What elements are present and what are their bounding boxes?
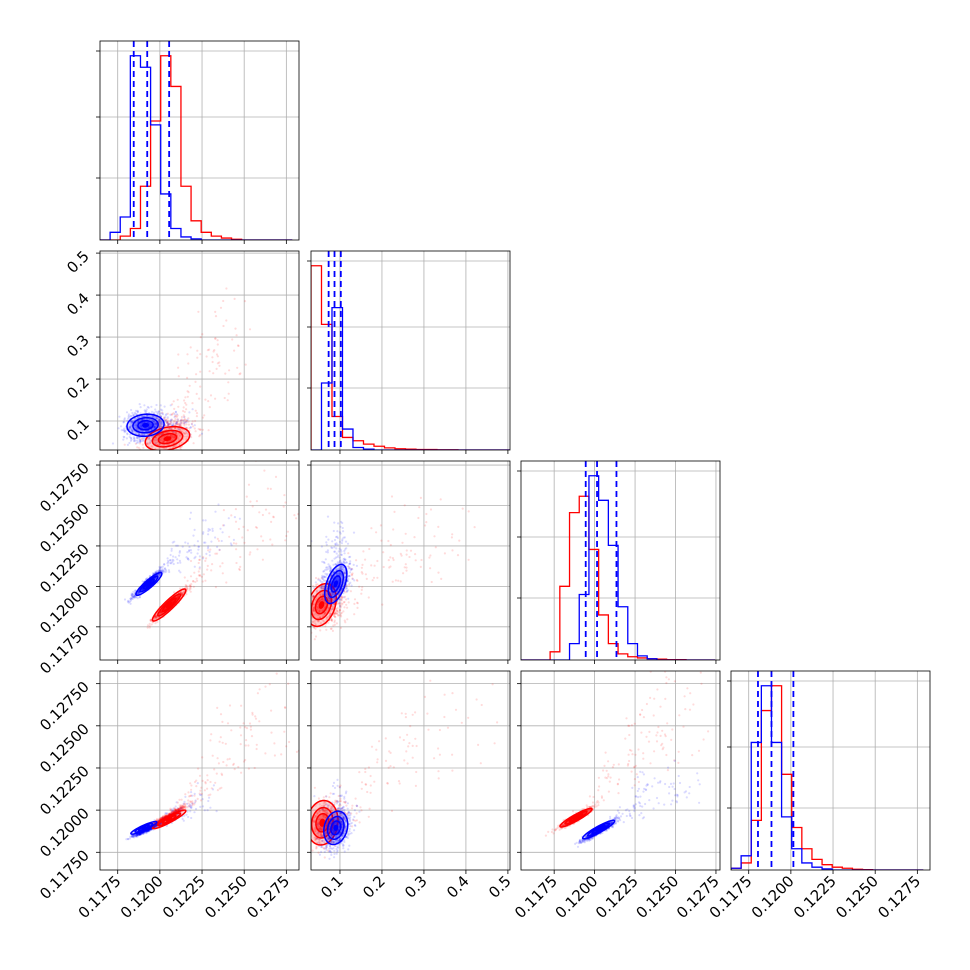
panel-content: [100, 41, 299, 240]
contour-a: [581, 819, 616, 840]
panel-content: [100, 461, 299, 660]
scatter-panel-p1_p4: 0.11750.12000.12250.12500.12750.117500.1…: [36, 670, 300, 922]
histogram-panel-param1: [96, 40, 300, 244]
contour-b: [151, 809, 187, 830]
panel-frame: [520, 460, 721, 661]
scatter-panel-p2_p3: [307, 460, 511, 664]
panel-frame: [99, 250, 300, 451]
y-tick-label: 0.5: [63, 247, 93, 277]
panel-frame: [99, 40, 300, 241]
panel-frame: [520, 670, 721, 871]
x-tick-label: 0.1250: [632, 872, 682, 922]
x-tick-label: 0.1250: [832, 872, 882, 922]
histogram-series-a: [521, 475, 716, 660]
panel-content: [731, 671, 930, 870]
contour-b: [559, 807, 593, 828]
panel-frame: [310, 670, 511, 871]
x-tick-label: 0.1225: [159, 872, 209, 922]
contour-a: [135, 571, 163, 597]
scatter-panel-p2_p4: 0.1 0.2 0.3 0.4 0.5: [307, 670, 515, 902]
x-tick-label: 0.1275: [874, 872, 924, 922]
scatter-panel-p3_p4: 0.11750.12000.12250.12500.1275: [511, 670, 723, 922]
panel-content: [100, 251, 299, 450]
contour-a: [130, 820, 158, 835]
histogram-series-a: [311, 306, 510, 450]
panel-frame: [310, 250, 511, 451]
histogram-series-b: [100, 55, 293, 240]
scatter-panel-p1_p2: 0.1 0.2 0.3 0.4 0.5: [63, 247, 300, 454]
contour-a: [323, 563, 348, 605]
x-tick-label: 0.1200: [117, 872, 167, 922]
contour-a: [126, 413, 165, 438]
x-tick-label: 0.1: [317, 872, 347, 902]
x-tick-label: 0.1225: [592, 872, 642, 922]
x-tick-label: 0.1200: [552, 872, 602, 922]
histogram-series-a: [731, 685, 924, 870]
histogram-panel-param4: 0.11750.12000.12250.12500.1275: [706, 670, 931, 922]
histogram-panel-param3: [517, 460, 721, 664]
panel-content: [311, 461, 510, 660]
panel-content: [521, 671, 720, 870]
x-tick-label: 0.4: [443, 872, 473, 902]
panel-frame: [99, 670, 300, 871]
panel-content: [311, 251, 510, 450]
x-tick-label: 0.3: [401, 872, 431, 902]
histogram-series-b: [731, 685, 924, 870]
contour-b: [151, 588, 187, 622]
scatter-points-b: [143, 672, 299, 832]
x-tick-label: 0.1175: [75, 872, 125, 922]
panel-content: [100, 671, 299, 870]
contour-b: [144, 425, 191, 450]
panel-frame: [310, 460, 511, 661]
y-tick-label: 0.4: [63, 289, 93, 319]
y-tick-label: 0.3: [63, 331, 93, 361]
x-tick-label: 0.5: [485, 872, 515, 902]
x-tick-label: 0.1250: [201, 872, 251, 922]
panel-content: [311, 671, 510, 870]
histogram-series-a: [100, 55, 293, 240]
x-tick-label: 0.1200: [748, 872, 798, 922]
x-tick-label: 0.1275: [243, 872, 293, 922]
panel-content: [521, 461, 720, 660]
x-tick-label: 0.1175: [511, 872, 561, 922]
histogram-panel-param2: [307, 250, 511, 454]
panel-frame: [730, 670, 931, 871]
x-tick-label: 0.1225: [790, 872, 840, 922]
y-tick-label: 0.1: [63, 415, 93, 445]
contour-a: [323, 810, 349, 846]
y-tick-label: 0.2: [63, 373, 93, 403]
x-tick-label: 0.2: [359, 872, 389, 902]
panel-frame: [99, 460, 300, 661]
